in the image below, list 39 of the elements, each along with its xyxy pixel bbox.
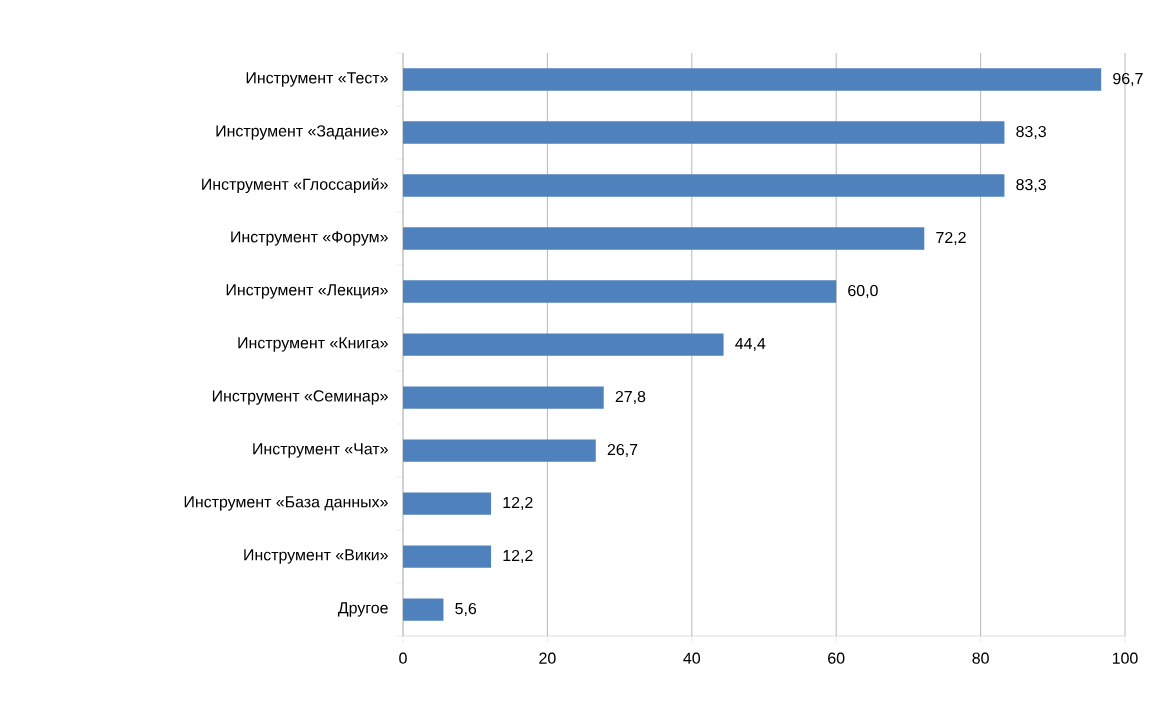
data-label: 83,3 [1016, 125, 1046, 140]
data-label: 44,4 [735, 338, 766, 351]
x-tick-label: 40 [683, 652, 701, 664]
bar [403, 174, 1005, 197]
bar [403, 545, 492, 568]
data-label: 96,7 [1113, 72, 1143, 87]
y-tick-label: Инструмент «База данных» [184, 496, 388, 511]
y-tick-label: Инструмент «Лекция» [226, 284, 388, 299]
bar [403, 439, 596, 462]
bar [403, 492, 492, 515]
x-tick-label: 80 [972, 652, 989, 664]
y-tick-label: Инструмент «Семинар» [212, 390, 388, 405]
y-tick-label: Инструмент «Тест» [246, 72, 388, 87]
x-tick-label: 0 [399, 652, 407, 664]
y-tick-label: Инструмент «Задание» [216, 125, 388, 140]
data-label: 60,0 [848, 284, 878, 299]
y-tick-label: Инструмент «Вики» [244, 549, 388, 564]
bar [403, 386, 604, 409]
bar [403, 598, 444, 621]
y-tick-label: Инструмент «Книга» [238, 337, 388, 352]
y-tick-label: Другое [337, 602, 388, 617]
data-label: 26,7 [607, 443, 638, 458]
x-tick-label: 60 [828, 652, 845, 664]
bar [403, 227, 925, 250]
bar [403, 68, 1102, 91]
x-tick-label: 20 [539, 652, 556, 664]
data-label: 27,8 [615, 390, 646, 405]
data-label: 12,2 [503, 496, 533, 511]
bar [403, 280, 837, 303]
y-tick-label: Инструмент «Форум» [231, 231, 388, 246]
data-label: 12,2 [503, 549, 533, 564]
data-label: 83,3 [1016, 178, 1046, 193]
bar [403, 333, 724, 356]
data-label: 5,6 [455, 602, 477, 617]
y-tick-label: Инструмент «Глоссарий» [202, 177, 388, 194]
y-tick-label: Инструмент «Чат» [253, 443, 388, 458]
bar [403, 121, 1005, 144]
x-tick-label: 100 [1112, 652, 1138, 664]
data-label: 72,2 [936, 231, 966, 246]
